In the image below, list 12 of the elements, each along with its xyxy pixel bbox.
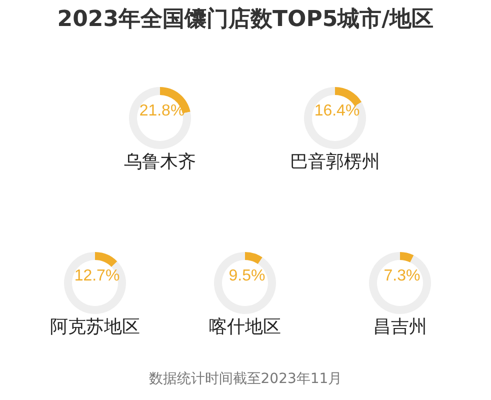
text: 昌吉州 — [373, 316, 427, 338]
data-label: 12.7% — [74, 268, 120, 284]
data-label: 9.5% — [228, 268, 266, 284]
text: 巴音郭楞州 — [290, 152, 380, 172]
text: 乌鲁木齐 — [124, 152, 196, 172]
text: 阿克苏地区 — [50, 316, 140, 338]
data-label: 16.4% — [314, 102, 360, 120]
data-label: 21.8% — [139, 102, 185, 120]
text: 喀什地区 — [209, 316, 281, 338]
data-label: 7.3% — [384, 268, 420, 284]
text: 数据统计时间截至2023年11月 — [148, 370, 344, 388]
text: 2023年全国馕门店数TOP5城市/地区 — [56, 6, 435, 34]
